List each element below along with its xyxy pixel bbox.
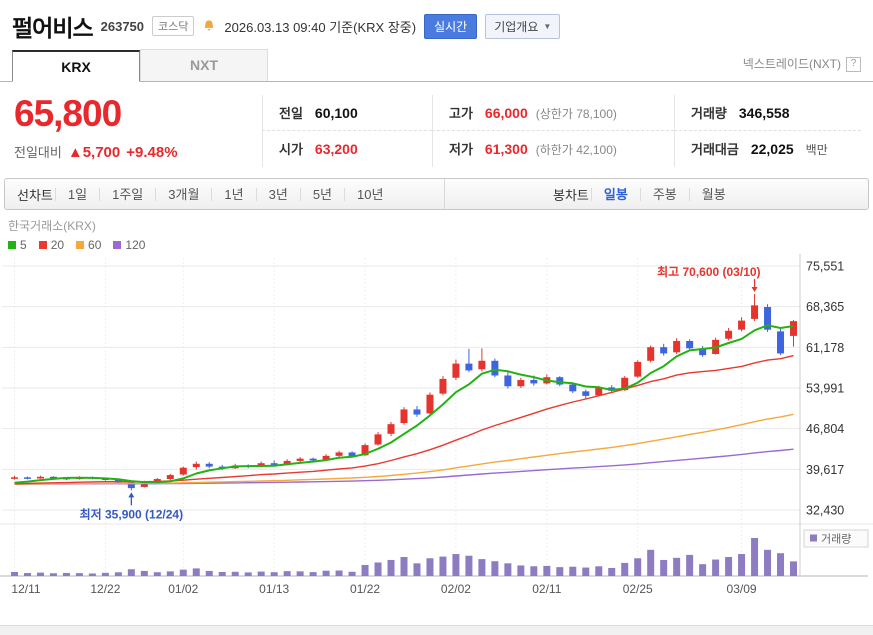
page-header: 펄어비스 263750 코스닥 2026.03.13 09:40 기준(KRX …: [0, 0, 873, 46]
svg-text:02/02: 02/02: [441, 582, 471, 596]
low-cell: 저가 61,300 (하한가 42,100): [432, 131, 674, 167]
svg-text:53,991: 53,991: [806, 381, 844, 395]
period-1year[interactable]: 1년: [211, 187, 255, 201]
bottom-strip: [0, 625, 873, 635]
candletype-weekly[interactable]: 주봉: [639, 187, 689, 201]
chart-toolbar: 선차트 1일 1주일 3개월 1년 3년 5년 10년 봉차트 일봉 주봉 월봉: [4, 178, 869, 210]
quote-datetime: 2026.03.13 09:40 기준(KRX 장중): [224, 19, 417, 35]
period-1day[interactable]: 1일: [54, 187, 99, 201]
low-value: 61,300: [484, 141, 528, 157]
up-arrow-icon: ▲: [67, 143, 83, 161]
company-overview-label: 기업개요: [494, 19, 539, 34]
amount-value: 22,025: [750, 141, 794, 157]
line-chart-group: 선차트 1일 1주일 3개월 1년 3년 5년 10년: [5, 179, 445, 209]
svg-text:12/11: 12/11: [11, 582, 40, 596]
svg-text:46,804: 46,804: [806, 422, 844, 436]
period-3month[interactable]: 3개월: [155, 187, 211, 201]
ma-60-legend-item: 60: [76, 238, 101, 252]
svg-text:61,178: 61,178: [806, 341, 844, 355]
quote-panel: 65,800 전일대비 ▲5,700 +9.48% 전일 60,100 고가 6…: [0, 82, 873, 176]
candle-chart-group: 봉차트 일봉 주봉 월봉: [445, 179, 738, 209]
low-label: 저가: [449, 142, 473, 157]
svg-text:02/25: 02/25: [623, 582, 653, 596]
candletype-daily[interactable]: 일봉: [590, 187, 640, 201]
chart-header: 한국거래소(KRX) 5 20 60 120: [8, 217, 145, 252]
change-percent: +9.48%: [126, 143, 178, 161]
help-icon[interactable]: ?: [846, 57, 861, 72]
svg-text:68,365: 68,365: [806, 300, 844, 314]
price-chart: 한국거래소(KRX) 5 20 60 120 75,551 68,365 61,178 53…: [0, 214, 873, 615]
svg-text:32,430: 32,430: [806, 504, 844, 518]
open-value: 63,200: [314, 141, 358, 157]
company-overview-button[interactable]: 기업개요 ▼: [485, 13, 561, 39]
open-cell: 시가 63,200: [262, 131, 432, 167]
market-badge: 코스닥: [152, 16, 195, 36]
volume-value: 346,558: [738, 105, 790, 121]
svg-text:01/02: 01/02: [168, 582, 198, 596]
alarm-bell-icon[interactable]: [202, 19, 216, 33]
period-10year[interactable]: 10년: [344, 187, 395, 201]
change-label: 전일대비: [14, 144, 62, 160]
svg-text:최고 70,600 (03/10): 최고 70,600 (03/10): [657, 264, 760, 279]
quote-detail-grid: 전일 60,100 고가 66,000 (상한가 78,100) 거래량 346…: [262, 95, 861, 167]
open-label: 시가: [279, 142, 303, 157]
nextrade-link[interactable]: 넥스트레이드(NXT): [742, 57, 841, 71]
svg-text:12/22: 12/22: [90, 582, 120, 596]
svg-text:03/09: 03/09: [727, 582, 757, 596]
svg-text:75,551: 75,551: [806, 260, 844, 274]
high-value: 66,000: [484, 105, 528, 121]
exchange-tabs: KRX NXT 넥스트레이드(NXT) ?: [0, 46, 873, 82]
current-price: 65,800: [14, 93, 122, 134]
chart-canvas: 75,551 68,365 61,178 53,991 46,804 39,617 32,4…: [0, 254, 873, 596]
realtime-button[interactable]: 실시간: [424, 13, 478, 39]
period-1week[interactable]: 1주일: [99, 187, 155, 201]
upper-limit: (상한가 78,100): [535, 107, 617, 121]
price-block: 65,800 전일대비 ▲5,700 +9.48%: [12, 93, 262, 167]
tab-krx[interactable]: KRX: [12, 50, 140, 82]
volume-label: 거래량: [691, 106, 727, 121]
amount-label: 거래대금: [691, 142, 739, 157]
amount-unit: 백만: [805, 143, 828, 157]
prev-close-label: 전일: [279, 106, 303, 121]
lower-limit: (하한가 42,100): [535, 143, 617, 157]
exchange-label: 한국거래소(KRX): [8, 219, 96, 233]
svg-text:02/11: 02/11: [532, 582, 561, 596]
tab-nxt[interactable]: NXT: [140, 49, 268, 81]
line-chart-label: 선차트: [17, 187, 53, 203]
high-label: 고가: [449, 106, 473, 121]
ma-legend: 5 20 60 120: [8, 238, 145, 252]
svg-text:거래량: 거래량: [821, 533, 851, 546]
period-5year[interactable]: 5년: [299, 187, 344, 201]
prev-close-cell: 전일 60,100: [262, 95, 432, 131]
svg-text:01/22: 01/22: [350, 582, 380, 596]
amount-cell: 거래대금 22,025 백만: [674, 131, 861, 167]
stock-code: 263750: [100, 18, 145, 34]
ma-120-legend-item: 120: [113, 238, 145, 252]
change-value: ▲5,700: [67, 143, 121, 161]
candle-chart-label: 봉차트: [553, 187, 589, 203]
svg-text:39,617: 39,617: [806, 463, 844, 477]
candletype-monthly[interactable]: 월봉: [688, 187, 738, 201]
prev-close-value: 60,100: [314, 105, 358, 121]
change-row: 전일대비 ▲5,700 +9.48%: [14, 142, 262, 161]
period-3year[interactable]: 3년: [255, 187, 300, 201]
volume-cell: 거래량 346,558: [674, 95, 861, 131]
high-cell: 고가 66,000 (상한가 78,100): [432, 95, 674, 131]
svg-text:01/13: 01/13: [259, 582, 289, 596]
ma-20-legend-item: 20: [38, 238, 64, 252]
ma-5-legend-item: 5: [8, 238, 27, 252]
chevron-down-icon: ▼: [543, 21, 552, 31]
svg-text:최저 35,900 (12/24): 최저 35,900 (12/24): [80, 506, 183, 521]
stock-name: 펄어비스: [12, 15, 94, 41]
